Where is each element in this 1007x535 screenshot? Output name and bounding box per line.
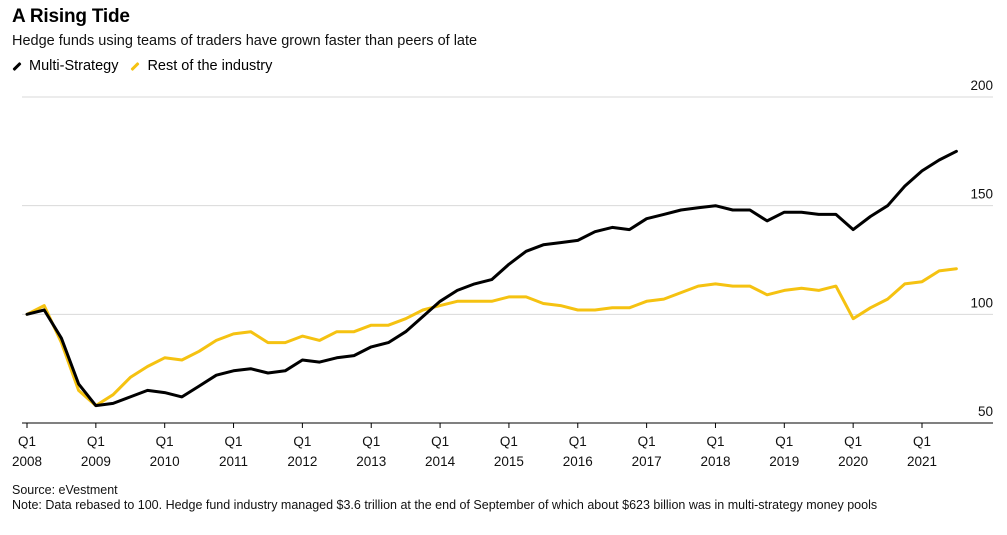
y-tick-label-150: 150 (970, 187, 993, 202)
chart-footer: Source: eVestment Note: Data rebased to … (12, 483, 877, 513)
x-tick-label-year-2010: 2010 (150, 454, 180, 469)
series-line-multi-strategy (27, 151, 956, 405)
x-tick-label-q-2012: Q1 (293, 434, 311, 449)
x-tick-label-q-2013: Q1 (362, 434, 380, 449)
x-tick-label-q-2010: Q1 (156, 434, 174, 449)
series-line-rest-of-industry (27, 269, 956, 406)
x-tick-label-year-2008: 2008 (12, 454, 42, 469)
line-chart: 50 100 150 200 Q1 2008 Q1 2009 Q1 2010 Q1 2011 Q1 201… (0, 0, 1007, 480)
x-tick-label-year-2020: 2020 (838, 454, 868, 469)
x-tick-label-q-2021: Q1 (913, 434, 931, 449)
x-tick-label-q-2020: Q1 (844, 434, 862, 449)
y-tick-label-100: 100 (970, 295, 993, 310)
x-tick-label-q-2016: Q1 (569, 434, 587, 449)
x-tick-label-q-2009: Q1 (87, 434, 105, 449)
x-tick-label-year-2021: 2021 (907, 454, 937, 469)
x-tick-label-q-2015: Q1 (500, 434, 518, 449)
x-tick-label-year-2011: 2011 (219, 454, 248, 469)
source-note: Source: eVestment (12, 483, 877, 498)
x-tick-label-year-2012: 2012 (287, 454, 317, 469)
x-tick-label-q-2018: Q1 (706, 434, 724, 449)
data-note: Note: Data rebased to 100. Hedge fund in… (12, 498, 877, 513)
x-tick-label-year-2016: 2016 (563, 454, 593, 469)
x-tick-label-year-2015: 2015 (494, 454, 524, 469)
x-tick-label-q-2008: Q1 (18, 434, 36, 449)
x-tick-label-year-2014: 2014 (425, 454, 456, 469)
y-tick-label-50: 50 (978, 404, 993, 419)
y-tick-label-200: 200 (970, 78, 993, 93)
x-tick-label-year-2013: 2013 (356, 454, 386, 469)
x-tick-label-q-2011: Q1 (225, 434, 243, 449)
x-tick-label-year-2017: 2017 (632, 454, 662, 469)
x-tick-label-q-2014: Q1 (431, 434, 449, 449)
x-tick-label-year-2018: 2018 (700, 454, 730, 469)
x-tick-label-q-2019: Q1 (775, 434, 793, 449)
x-tick-label-year-2009: 2009 (81, 454, 111, 469)
x-tick-label-year-2019: 2019 (769, 454, 799, 469)
x-tick-label-q-2017: Q1 (638, 434, 656, 449)
